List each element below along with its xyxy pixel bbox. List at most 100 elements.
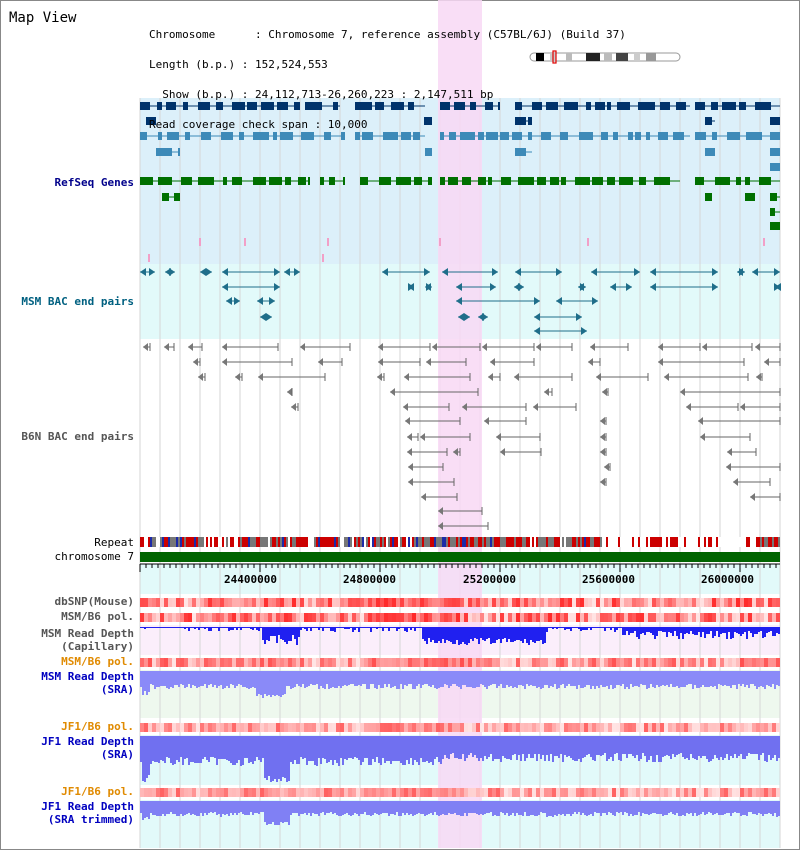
depth-bar (340, 736, 342, 758)
b6n-bac-track-label[interactable]: B6N BAC end pairs (21, 430, 134, 443)
bac-end-left (702, 343, 707, 351)
depth-bar (356, 671, 358, 686)
depth-bar (758, 627, 760, 632)
depth-bar (154, 627, 156, 628)
heat-cell (568, 598, 572, 607)
depth-bar (602, 801, 604, 813)
depth-bar (674, 627, 676, 631)
heat-cell (748, 598, 752, 607)
heat-cell (376, 788, 380, 797)
depth-bar (568, 671, 570, 684)
heat-cell (436, 613, 440, 622)
heat-cell (180, 613, 184, 622)
depth-bar (472, 627, 474, 641)
refseq-track-label[interactable]: RefSeq Genes (54, 176, 134, 189)
depth-bar (668, 801, 670, 813)
heat-cell (532, 658, 536, 667)
depth-bar (740, 627, 742, 636)
depth-bar (532, 801, 534, 815)
gene-exon (232, 177, 242, 185)
depth-bar (402, 736, 404, 765)
heat-cell (640, 598, 644, 607)
heat-cell (188, 788, 192, 797)
depth-bar (164, 736, 166, 763)
repeat-element (410, 537, 412, 547)
msm-capillary-depth-label[interactable]: MSM Read Depth (41, 627, 134, 640)
heat-cell (560, 788, 564, 797)
depth-bar (532, 627, 534, 642)
depth-bar (708, 627, 710, 634)
heat-cell (444, 598, 448, 607)
jf1-b6-pol-label-2[interactable]: JF1/B6 pol. (61, 785, 134, 798)
depth-bar (194, 736, 196, 763)
heat-cell (660, 613, 664, 622)
heat-cell (592, 598, 596, 607)
depth-bar (146, 627, 148, 628)
heat-cell (284, 658, 288, 667)
heat-cell (688, 613, 692, 622)
repeat-element (624, 537, 626, 547)
depth-bar (206, 801, 208, 815)
msm-bac-track-label[interactable]: MSM BAC end pairs (21, 295, 134, 308)
depth-bar (536, 671, 538, 688)
heat-cell (704, 658, 708, 667)
heat-cell (380, 658, 384, 667)
heat-cell (744, 788, 748, 797)
bac-end-left (591, 268, 597, 276)
heat-cell (608, 788, 612, 797)
depth-bar (258, 801, 260, 814)
heat-cell (652, 788, 656, 797)
depth-bar (414, 627, 416, 631)
bac-end-left (514, 373, 519, 381)
heat-cell (692, 723, 696, 732)
heat-cell (344, 613, 348, 622)
heat-cell (740, 658, 744, 667)
msm-sra-depth-label[interactable]: MSM Read Depth (41, 670, 134, 683)
heat-cell (608, 598, 612, 607)
bac-end-right (774, 283, 780, 291)
heat-cell (636, 723, 640, 732)
msm-b6-pol-label-2[interactable]: MSM/B6 pol. (61, 655, 134, 668)
jf1-b6-pol-label-1[interactable]: JF1/B6 pol. (61, 720, 134, 733)
depth-bar (452, 801, 454, 814)
depth-bar (732, 627, 734, 638)
dbsnp-track-label[interactable]: dbSNP(Mouse) (54, 595, 134, 608)
depth-bar (696, 801, 698, 816)
depth-bar (150, 627, 152, 628)
jf1-sra-depth-label[interactable]: JF1 Read Depth (41, 735, 134, 748)
gene-exon (646, 132, 650, 140)
depth-bar (646, 736, 648, 762)
depth-bar (160, 736, 162, 760)
depth-bar (204, 736, 206, 757)
depth-bar (518, 671, 520, 685)
depth-bar (434, 801, 436, 812)
depth-bar (750, 801, 752, 812)
depth-bar (144, 627, 146, 629)
heat-cell (336, 598, 340, 607)
depth-bar (602, 736, 604, 755)
heat-cell (460, 788, 464, 797)
depth-bar (332, 671, 334, 687)
msm-b6-pol-label-1[interactable]: MSM/B6 pol. (61, 610, 134, 623)
heat-cell (636, 658, 640, 667)
heat-cell (228, 598, 232, 607)
depth-bar (412, 736, 414, 765)
heat-cell (696, 723, 700, 732)
depth-bar (714, 736, 716, 755)
depth-bar (384, 801, 386, 813)
heat-cell (640, 658, 644, 667)
depth-bar (618, 736, 620, 760)
repeat-element (218, 537, 220, 547)
bac-end-left (534, 327, 540, 335)
heat-cell (560, 723, 564, 732)
jf1-trimmed-depth-label[interactable]: JF1 Read Depth (41, 800, 134, 813)
bac-end-left (257, 297, 263, 305)
heat-cell (344, 598, 348, 607)
repeat-element (690, 537, 692, 547)
depth-bar (358, 801, 360, 816)
heat-cell (196, 723, 200, 732)
depth-bar (386, 627, 388, 628)
depth-bar (202, 801, 204, 816)
bac-end-left (664, 373, 669, 381)
depth-bar (438, 671, 440, 688)
